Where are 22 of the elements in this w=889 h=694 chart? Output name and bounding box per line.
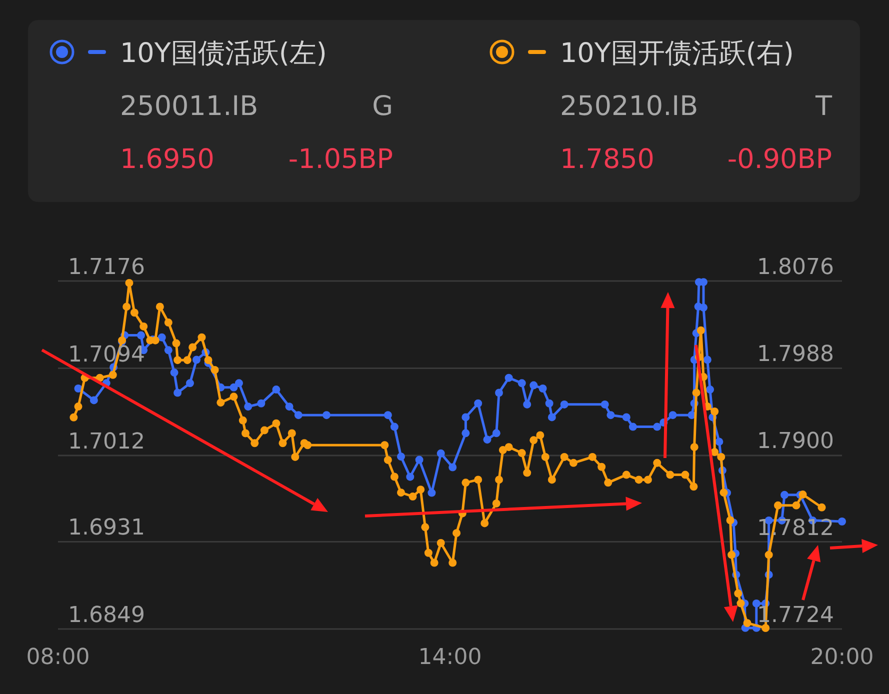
text: G — [372, 91, 393, 122]
legend-item: 10Y国债活跃(左) — [50, 38, 327, 69]
legend-label: 10Y国债活跃(左) — [120, 38, 327, 69]
text: 250210.IB — [560, 91, 698, 122]
y-tick-label: 1.7176 — [68, 255, 145, 280]
text: 1.6950 — [120, 144, 214, 175]
y-tick-label: 1.6849 — [68, 603, 145, 628]
y2-tick-label: 1.7900 — [757, 429, 834, 454]
x-tick-label: 08:00 — [26, 645, 90, 670]
text: 250011.IB — [120, 91, 258, 122]
text: -0.90BP — [727, 144, 832, 175]
y-tick-label: 1.6931 — [68, 516, 145, 541]
legend-item: 10Y国开债活跃(右) — [490, 38, 794, 69]
y2-tick-label: 1.8076 — [757, 255, 834, 280]
text: T — [814, 91, 832, 122]
x-tick-label: 14:00 — [418, 645, 482, 670]
y2-tick-label: 1.7988 — [757, 342, 834, 367]
text: 1.7850 — [560, 144, 654, 175]
legend-label: 10Y国开债活跃(右) — [560, 38, 794, 69]
x-tick-label: 20:00 — [810, 645, 874, 670]
y-tick-label: 1.7012 — [68, 430, 145, 455]
text: -1.05BP — [288, 144, 393, 175]
